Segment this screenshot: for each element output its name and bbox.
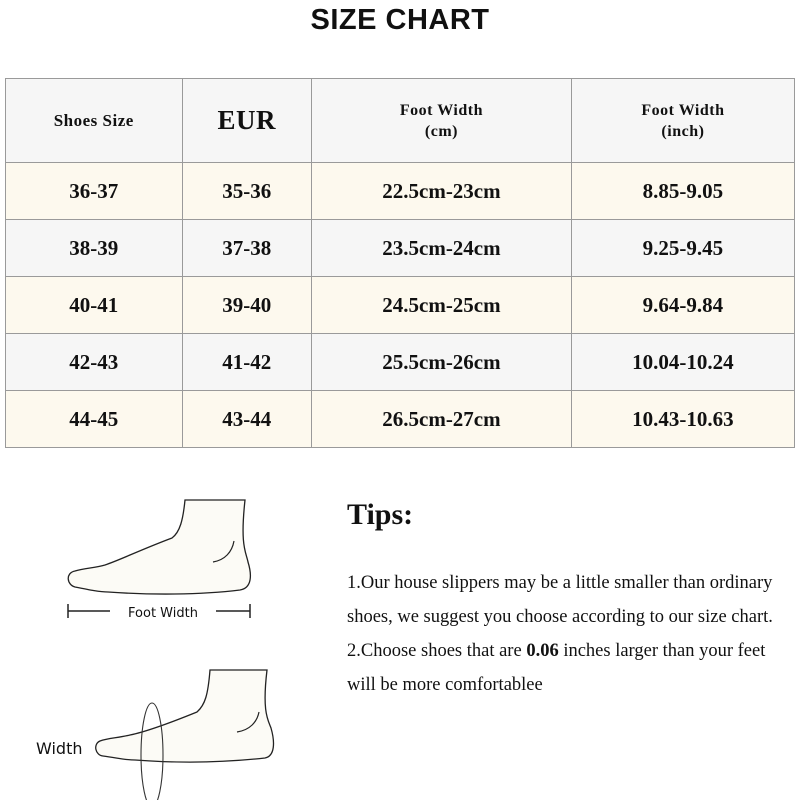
- table-cell: 38-39: [5, 219, 183, 277]
- table-cell: 9.64-9.84: [570, 276, 796, 334]
- table-cell: 40-41: [5, 276, 183, 334]
- table-cell: 23.5cm-24cm: [311, 219, 572, 277]
- table-cell: 26.5cm-27cm: [311, 390, 572, 448]
- width-ring-icon: [140, 702, 164, 800]
- page-title: SIZE CHART: [310, 4, 490, 36]
- table-cell: 36-37: [5, 162, 183, 220]
- header-eur: EUR: [181, 78, 313, 163]
- table-cell: 39-40: [181, 276, 313, 334]
- table-row: 40-41 39-40 24.5cm-25cm 9.64-9.84: [5, 276, 796, 334]
- table-cell: 22.5cm-23cm: [311, 162, 572, 220]
- header-shoes-size: Shoes Size: [5, 78, 183, 163]
- table-cell: 41-42: [181, 333, 313, 391]
- header-text: Foot Width: [399, 101, 483, 119]
- tip-2-highlight: 0.06: [526, 641, 559, 661]
- table-row: 42-43 41-42 25.5cm-26cm 10.04-10.24: [5, 333, 796, 391]
- table-row: 38-39 37-38 23.5cm-24cm 9.25-9.45: [5, 219, 796, 277]
- header-text: Foot Width: [641, 101, 725, 119]
- header-unit: (inch): [661, 122, 705, 140]
- tip-2: 2.Choose shoes that are 0.06 inches larg…: [347, 634, 787, 702]
- tips-title: Tips:: [347, 498, 414, 531]
- table-cell: 10.43-10.63: [570, 390, 796, 448]
- table-cell: 43-44: [181, 390, 313, 448]
- table-cell: 8.85-9.05: [570, 162, 796, 220]
- table-cell: 9.25-9.45: [570, 219, 796, 277]
- tip-2-text: 2.Choose shoes that are: [347, 641, 527, 661]
- foot-top-icon: [67, 499, 252, 595]
- heel-line-icon: [212, 540, 235, 563]
- foot-width-label: Foot Width: [128, 606, 198, 621]
- foot-illustration: Foot Width Width: [36, 499, 275, 800]
- table-row: 44-45 43-44 26.5cm-27cm 10.43-10.63: [5, 390, 796, 448]
- size-table: Shoes Size EUR Foot Width (cm) Foot Width…: [5, 78, 796, 448]
- width-label: Width: [36, 739, 82, 758]
- header-foot-width-inch: Foot Width (inch): [570, 78, 796, 163]
- tip-2-text: inches larger than your feet will be mor…: [347, 641, 766, 695]
- table-cell: 25.5cm-26cm: [311, 333, 572, 391]
- table-cell: 10.04-10.24: [570, 333, 796, 391]
- table-cell: 44-45: [5, 390, 183, 448]
- tip-1: 1.Our house slippers may be a little sma…: [347, 573, 773, 627]
- tips-text: 1.Our house slippers may be a little sma…: [347, 566, 787, 702]
- header-foot-width-cm: Foot Width (cm): [311, 78, 572, 163]
- table-row: 36-37 35-36 22.5cm-23cm 8.85-9.05: [5, 162, 796, 220]
- table-header-row: Shoes Size EUR Foot Width (cm) Foot Width…: [5, 78, 796, 163]
- table-cell: 35-36: [181, 162, 313, 220]
- table-cell: 42-43: [5, 333, 183, 391]
- header-unit: (cm): [424, 122, 458, 140]
- table-cell: 37-38: [181, 219, 313, 277]
- heel-line-icon: [236, 711, 260, 733]
- measure-line-icon: [67, 604, 251, 618]
- table-cell: 24.5cm-25cm: [311, 276, 572, 334]
- foot-bottom-icon: [95, 669, 275, 763]
